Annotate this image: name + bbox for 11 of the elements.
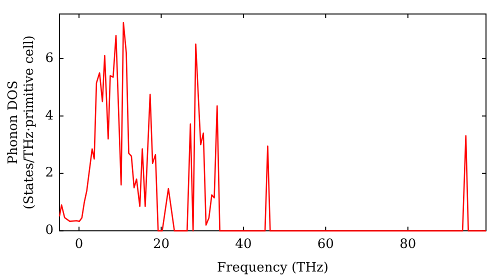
x-tick-label: 0 — [74, 236, 84, 252]
y-tick-label: 6 — [45, 50, 54, 66]
y-tick-label: 4 — [45, 108, 54, 124]
y-tick-label: 0 — [45, 223, 54, 238]
y-axis-title: Phonon DOS (States/THz·primitive cell) — [6, 35, 37, 210]
x-tick-label: 60 — [317, 236, 334, 252]
x-axis-title: Frequency (THz) — [217, 260, 328, 276]
y-tick-label: 2 — [45, 166, 54, 181]
x-tick-label: 40 — [235, 236, 252, 252]
x-tick-label: 80 — [400, 236, 416, 252]
x-tick-label: 20 — [152, 236, 170, 252]
